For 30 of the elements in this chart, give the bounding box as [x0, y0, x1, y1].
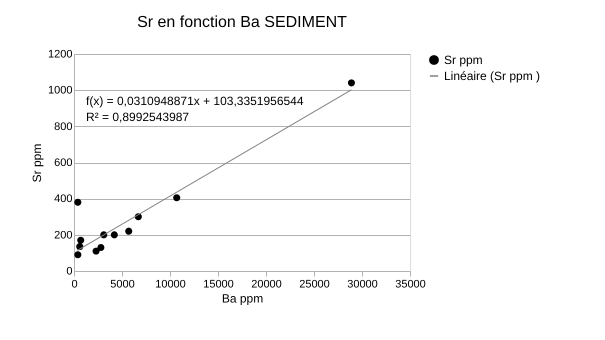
point: [77, 236, 84, 244]
x-tick-label: 5000: [110, 278, 135, 290]
legend-label: Sr ppm: [444, 53, 483, 67]
y-tick-label: 0: [66, 266, 72, 278]
point: [173, 194, 180, 202]
y-tick-label: 600: [54, 157, 72, 169]
chart-title: Sr en fonction Ba SEDIMENT: [137, 14, 348, 31]
point: [125, 228, 132, 235]
point: [97, 244, 104, 252]
x-axis-title: Ba ppm: [222, 292, 264, 306]
y-tick-label: 200: [54, 229, 72, 242]
x-tick-label: 25000: [299, 278, 330, 290]
point: [348, 79, 355, 86]
y-tick-label: 1200: [48, 48, 72, 60]
point: [92, 248, 100, 255]
x-tick-label: 10000: [155, 278, 186, 290]
point: [110, 231, 118, 238]
annotation: R² = 0,8992543987: [86, 110, 190, 124]
y-tick-label: 800: [54, 120, 72, 133]
point: [74, 251, 82, 258]
legend-label: Linéaire (Sr ppm ): [444, 69, 540, 83]
x-tick-label: 20000: [251, 278, 282, 290]
x-tick-label: 35000: [395, 278, 426, 290]
y-tick-label: 400: [54, 193, 72, 206]
y-tick-label: 1000: [48, 84, 72, 97]
y-axis-title: Sr ppm: [30, 144, 44, 182]
annotation: f(x) = 0,0310948871x + 103,3351956544: [86, 94, 304, 108]
x-tick-label: 15000: [203, 278, 234, 290]
x-tick-label: 30000: [347, 278, 378, 290]
point: [74, 198, 82, 206]
